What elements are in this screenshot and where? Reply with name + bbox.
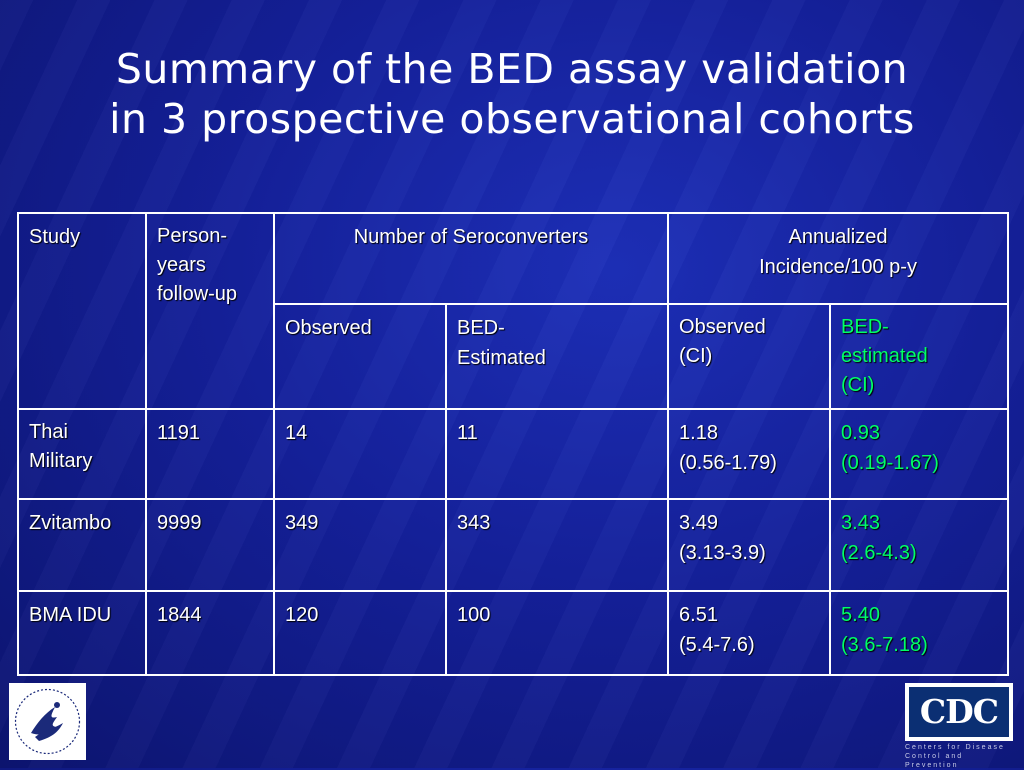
observed-incidence-ci: (3.13-3.9) — [679, 542, 766, 564]
header-incidence-line: Incidence/100 p-y — [759, 256, 917, 278]
cdc-logo: CDC Centers for Disease Control and Prev… — [905, 683, 1013, 769]
header-observed-ci: Observed (CI) — [667, 303, 832, 410]
cell-observed: 120 — [273, 590, 447, 676]
study-name-line: Military — [29, 450, 93, 472]
header-person-years: Person- years follow-up — [145, 212, 275, 410]
cell-observed-incidence: 3.49 (3.13-3.9) — [667, 498, 832, 592]
cell-observed-incidence: 1.18 (0.56-1.79) — [667, 408, 832, 500]
header-study-label: Study — [29, 226, 81, 248]
header-person-years-line: years — [157, 254, 206, 276]
header-row-1: Study Person- years follow-up Number of … — [17, 212, 1010, 410]
slide-title: Summary of the BED assay validation in 3… — [0, 44, 1024, 144]
cdc-logo-subtitle: Centers for Disease Control and Preventi… — [905, 744, 1005, 769]
header-row-2: Observed BED- Estimated Observed (CI) BE… — [18, 303, 1010, 410]
header-bed-estimated-line: BED- — [457, 317, 505, 339]
study-name-line: Zvitambo — [29, 512, 112, 534]
header-bed-estimated-ci-line: estimated — [841, 345, 928, 367]
study-name-line: BMA IDU — [29, 604, 112, 626]
table-row: Thai Military 1191 14 11 1.18 (0.56-1.79… — [17, 408, 1010, 500]
cell-bed-incidence: 3.43 (2.6-4.3) — [829, 498, 1010, 592]
observed-incidence-ci: (5.4-7.6) — [679, 634, 755, 656]
title-line-1: Summary of the BED assay validation — [115, 45, 909, 93]
cell-observed: 14 — [273, 408, 447, 500]
header-bed-estimated-ci-line: (CI) — [841, 374, 875, 396]
bed-incidence-ci: (3.6-7.18) — [841, 634, 928, 656]
results-table: Study Person- years follow-up Number of … — [17, 212, 1010, 676]
hhs-eagle-seal-icon — [14, 688, 81, 755]
cell-study: Zvitambo — [17, 498, 147, 592]
table-row: Zvitambo 9999 349 343 3.49 (3.13-3.9) 3.… — [17, 498, 1010, 592]
bed-incidence-ci: (0.19-1.67) — [841, 452, 939, 474]
bed-incidence-value: 5.40 — [841, 604, 880, 626]
header-person-years-line: follow-up — [157, 283, 238, 305]
cell-bed-estimated: 11 — [444, 408, 670, 500]
header-study: Study — [17, 212, 147, 410]
header-person-years-line: Person- — [157, 225, 228, 247]
header-bed-estimated: BED- Estimated — [444, 303, 670, 410]
cell-bed-incidence: 0.93 (0.19-1.67) — [829, 408, 1010, 500]
cell-bed-estimated: 343 — [444, 498, 670, 592]
cell-person-years: 1844 — [145, 590, 275, 676]
cell-observed-incidence: 6.51 (5.4-7.6) — [667, 590, 832, 676]
title-line-2: in 3 prospective observational cohorts — [109, 95, 915, 143]
bed-incidence-value: 3.43 — [841, 512, 880, 534]
cell-person-years: 1191 — [145, 408, 275, 500]
header-incidence: Annualized Incidence/100 p-y — [667, 212, 1010, 305]
header-bed-estimated-ci: BED- estimated (CI) — [829, 303, 1010, 410]
header-seroconverters: Number of Seroconverters — [272, 212, 670, 305]
header-observed-ci-line: Observed — [679, 316, 766, 338]
header-bed-estimated-ci-line: BED- — [841, 316, 889, 338]
table-row: BMA IDU 1844 120 100 6.51 (5.4-7.6) 5.40… — [17, 590, 1010, 676]
bed-incidence-ci: (2.6-4.3) — [841, 542, 917, 564]
header-seroconverters-label: Number of Seroconverters — [353, 226, 589, 248]
observed-incidence-value: 6.51 — [679, 604, 718, 626]
cell-observed: 349 — [273, 498, 447, 592]
header-observed-ci-line: (CI) — [679, 345, 713, 367]
observed-incidence-ci: (0.56-1.79) — [679, 452, 777, 474]
cell-study: Thai Military — [17, 408, 147, 500]
cdc-logo-box: CDC — [905, 683, 1013, 741]
observed-incidence-value: 3.49 — [679, 512, 718, 534]
cell-person-years: 9999 — [145, 498, 275, 592]
bed-incidence-value: 0.93 — [841, 422, 880, 444]
header-observed: Observed — [273, 303, 447, 410]
cell-bed-estimated: 100 — [444, 590, 670, 676]
header-bed-estimated-line: Estimated — [457, 347, 546, 369]
hhs-seal-logo — [9, 683, 86, 760]
cdc-logo-text: CDC — [909, 687, 1009, 737]
cell-study: BMA IDU — [17, 590, 147, 676]
observed-incidence-value: 1.18 — [679, 422, 718, 444]
study-name-line: Thai — [29, 421, 68, 443]
header-observed-label: Observed — [285, 317, 372, 339]
cell-bed-incidence: 5.40 (3.6-7.18) — [829, 590, 1010, 676]
header-incidence-line: Annualized — [788, 226, 888, 248]
